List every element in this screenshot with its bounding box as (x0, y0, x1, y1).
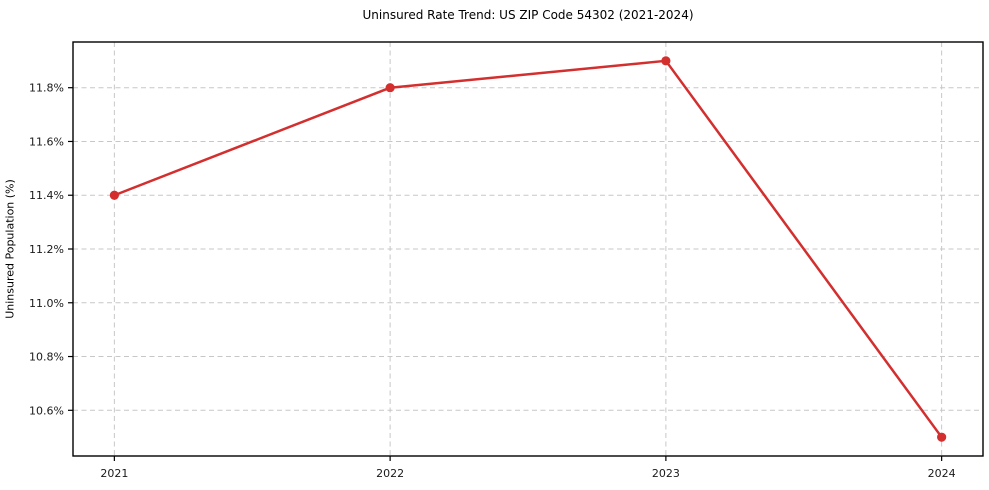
x-tick-label: 2024 (928, 467, 956, 480)
y-tick-label: 11.2% (29, 243, 64, 256)
x-tick-label: 2022 (376, 467, 404, 480)
plot-frame (72, 41, 984, 457)
y-tick-label: 10.8% (29, 351, 64, 364)
y-tick-label: 10.6% (29, 404, 64, 417)
y-tick-label: 11.0% (29, 297, 64, 310)
data-point-marker (937, 432, 947, 442)
chart-title: Uninsured Rate Trend: US ZIP Code 54302 … (362, 8, 694, 22)
y-tick-label: 11.6% (29, 135, 64, 148)
trend-line (113, 59, 943, 439)
y-tick-label: 11.4% (29, 189, 64, 202)
data-point-marker (661, 56, 671, 66)
x-tick-label: 2023 (652, 467, 680, 480)
x-tick-label: 2021 (100, 467, 128, 480)
y-tick-label: 11.8% (29, 82, 64, 95)
data-point-marker (109, 190, 119, 200)
data-point-marker (385, 83, 395, 93)
